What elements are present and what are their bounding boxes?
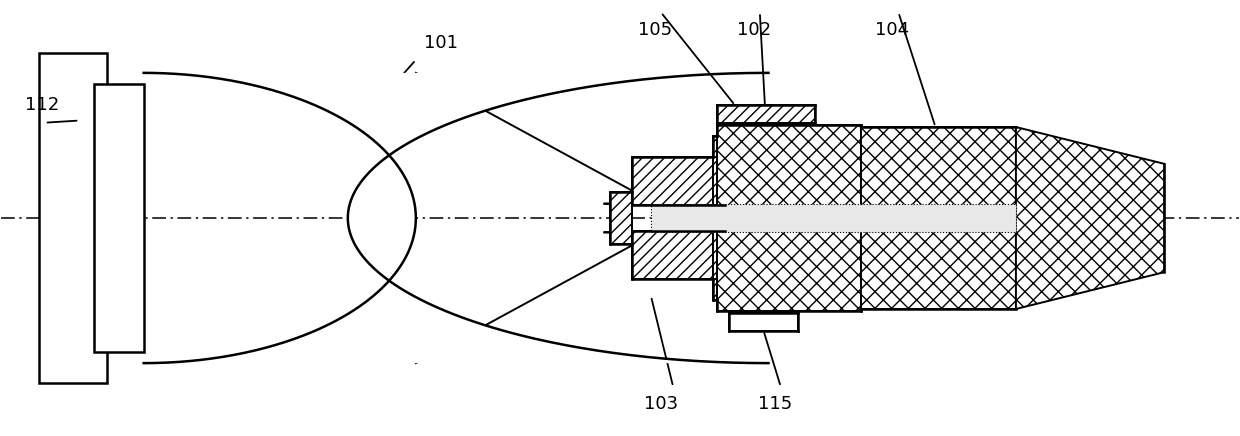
Bar bbox=[713, 231, 717, 279]
Text: 104: 104 bbox=[875, 20, 909, 38]
Bar bbox=[729, 313, 799, 330]
Text: 102: 102 bbox=[737, 20, 771, 38]
Bar bbox=[610, 192, 632, 244]
Text: 112: 112 bbox=[25, 96, 60, 114]
Text: 115: 115 bbox=[758, 395, 792, 413]
Polygon shape bbox=[1016, 127, 1164, 309]
Bar bbox=[632, 231, 713, 279]
Bar bbox=[717, 106, 816, 123]
Bar bbox=[651, 204, 1016, 232]
Text: 101: 101 bbox=[424, 34, 458, 51]
Bar bbox=[38, 53, 107, 383]
Bar bbox=[713, 279, 717, 300]
Polygon shape bbox=[144, 73, 769, 363]
Bar bbox=[713, 157, 717, 205]
Text: 105: 105 bbox=[637, 20, 672, 38]
Text: 103: 103 bbox=[644, 395, 678, 413]
Bar bbox=[713, 136, 717, 157]
Bar bbox=[94, 84, 144, 352]
Bar bbox=[717, 125, 862, 311]
Bar bbox=[632, 157, 713, 205]
Bar bbox=[862, 127, 1016, 309]
